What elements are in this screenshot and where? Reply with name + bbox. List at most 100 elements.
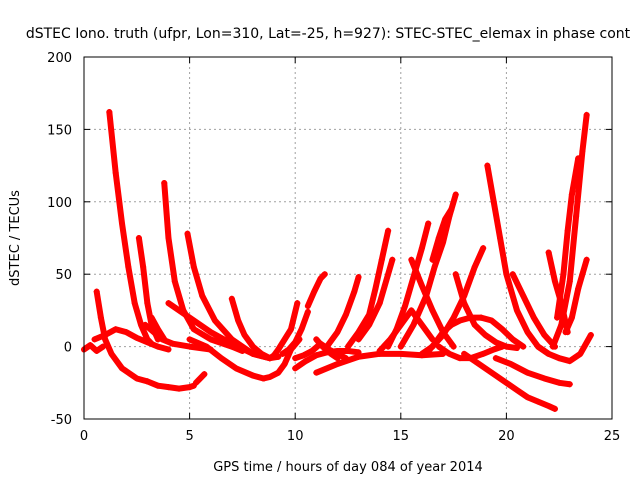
data-point-marker [184, 230, 191, 237]
data-point-marker [513, 307, 520, 314]
data-point-marker [192, 379, 199, 386]
x-tick-label: 15 [393, 429, 410, 444]
data-point-marker [372, 285, 379, 292]
x-tick-label: 5 [185, 429, 193, 444]
data-point-marker [440, 239, 447, 246]
data-point-marker [509, 336, 516, 343]
data-point-marker [520, 343, 527, 350]
data-point-marker [471, 358, 478, 365]
data-point-marker [383, 278, 390, 285]
data-point-marker [161, 336, 168, 343]
data-point-marker [554, 314, 561, 321]
data-series [192, 371, 208, 386]
data-point-marker [112, 326, 119, 333]
data-point-marker [203, 343, 210, 350]
data-point-marker [165, 384, 172, 391]
data-point-marker [418, 321, 425, 328]
series-line [192, 371, 208, 386]
data-point-marker [142, 321, 149, 328]
data-point-marker [566, 278, 573, 285]
data-point-marker [568, 191, 575, 198]
data-series [452, 271, 520, 352]
data-point-marker [513, 345, 520, 352]
data-point-marker [442, 216, 449, 223]
data-point-marker [431, 340, 438, 347]
data-point-marker [321, 271, 328, 278]
data-point-marker [294, 300, 301, 307]
data-point-marker [317, 275, 324, 282]
data-point-marker [351, 288, 358, 295]
data-point-marker [292, 365, 299, 372]
data-point-marker [233, 365, 240, 372]
data-point-marker [435, 235, 442, 241]
data-point-marker [91, 336, 98, 343]
data-point-marker [119, 220, 126, 227]
data-point-marker [423, 350, 430, 357]
data-point-marker [169, 340, 176, 347]
data-point-marker [275, 369, 282, 376]
data-point-marker [446, 350, 453, 357]
data-point-marker [298, 326, 305, 333]
data-point-marker [249, 350, 256, 357]
y-tick-label: 0 [64, 341, 72, 356]
data-point-marker [190, 263, 197, 270]
data-point-marker [260, 375, 267, 382]
data-point-marker [492, 355, 499, 362]
series-line [106, 109, 155, 347]
data-point-marker [429, 307, 436, 314]
data-point-marker [499, 343, 506, 350]
data-point-marker [541, 332, 548, 339]
data-point-marker [535, 398, 542, 405]
data-point-marker [345, 343, 351, 350]
data-point-marker [154, 326, 161, 333]
data-point-marker [429, 256, 436, 263]
data-point-marker [241, 332, 248, 339]
data-point-marker [471, 263, 478, 270]
data-point-marker [530, 314, 537, 321]
data-point-marker [478, 314, 485, 321]
data-series [313, 336, 341, 362]
y-axis-label: dSTEC / TECUs [8, 190, 23, 286]
data-series [93, 288, 151, 385]
series-line [313, 336, 341, 362]
data-point-marker [355, 353, 362, 360]
data-point-marker [313, 336, 320, 343]
series-line [228, 295, 273, 362]
data-point-marker [492, 372, 499, 379]
data-point-marker [323, 343, 330, 350]
data-point-marker [583, 111, 590, 118]
data-point-marker [471, 321, 478, 328]
data-point-marker [497, 235, 504, 241]
data-point-marker [490, 198, 497, 205]
data-point-marker [235, 317, 242, 324]
data-point-marker [397, 321, 404, 328]
data-point-marker [577, 350, 584, 357]
data-point-marker [106, 109, 113, 116]
series-line [535, 332, 594, 365]
data-point-marker [275, 346, 282, 353]
data-point-marker [302, 358, 309, 365]
data-point-marker [119, 365, 126, 372]
data-point-marker [461, 300, 468, 307]
data-point-marker [551, 278, 558, 285]
data-point-marker [503, 379, 510, 386]
x-tick-label: 0 [80, 429, 88, 444]
data-point-marker [133, 375, 140, 382]
data-point-marker [87, 342, 94, 349]
data-point-marker [281, 336, 288, 343]
data-point-marker [425, 220, 432, 227]
data-point-marker [389, 256, 396, 263]
data-point-marker [408, 307, 415, 314]
data-point-marker [575, 155, 582, 162]
data-point-marker [549, 343, 556, 350]
data-point-marker [304, 308, 311, 315]
y-tick-label: -50 [51, 413, 72, 428]
series-line [91, 326, 172, 353]
data-point-marker [154, 343, 161, 350]
data-point-marker [311, 288, 318, 295]
data-point-marker [480, 245, 487, 252]
data-point-marker [467, 314, 474, 321]
data-point-marker [228, 340, 235, 347]
data-point-marker [410, 321, 417, 328]
data-point-marker [125, 263, 132, 270]
